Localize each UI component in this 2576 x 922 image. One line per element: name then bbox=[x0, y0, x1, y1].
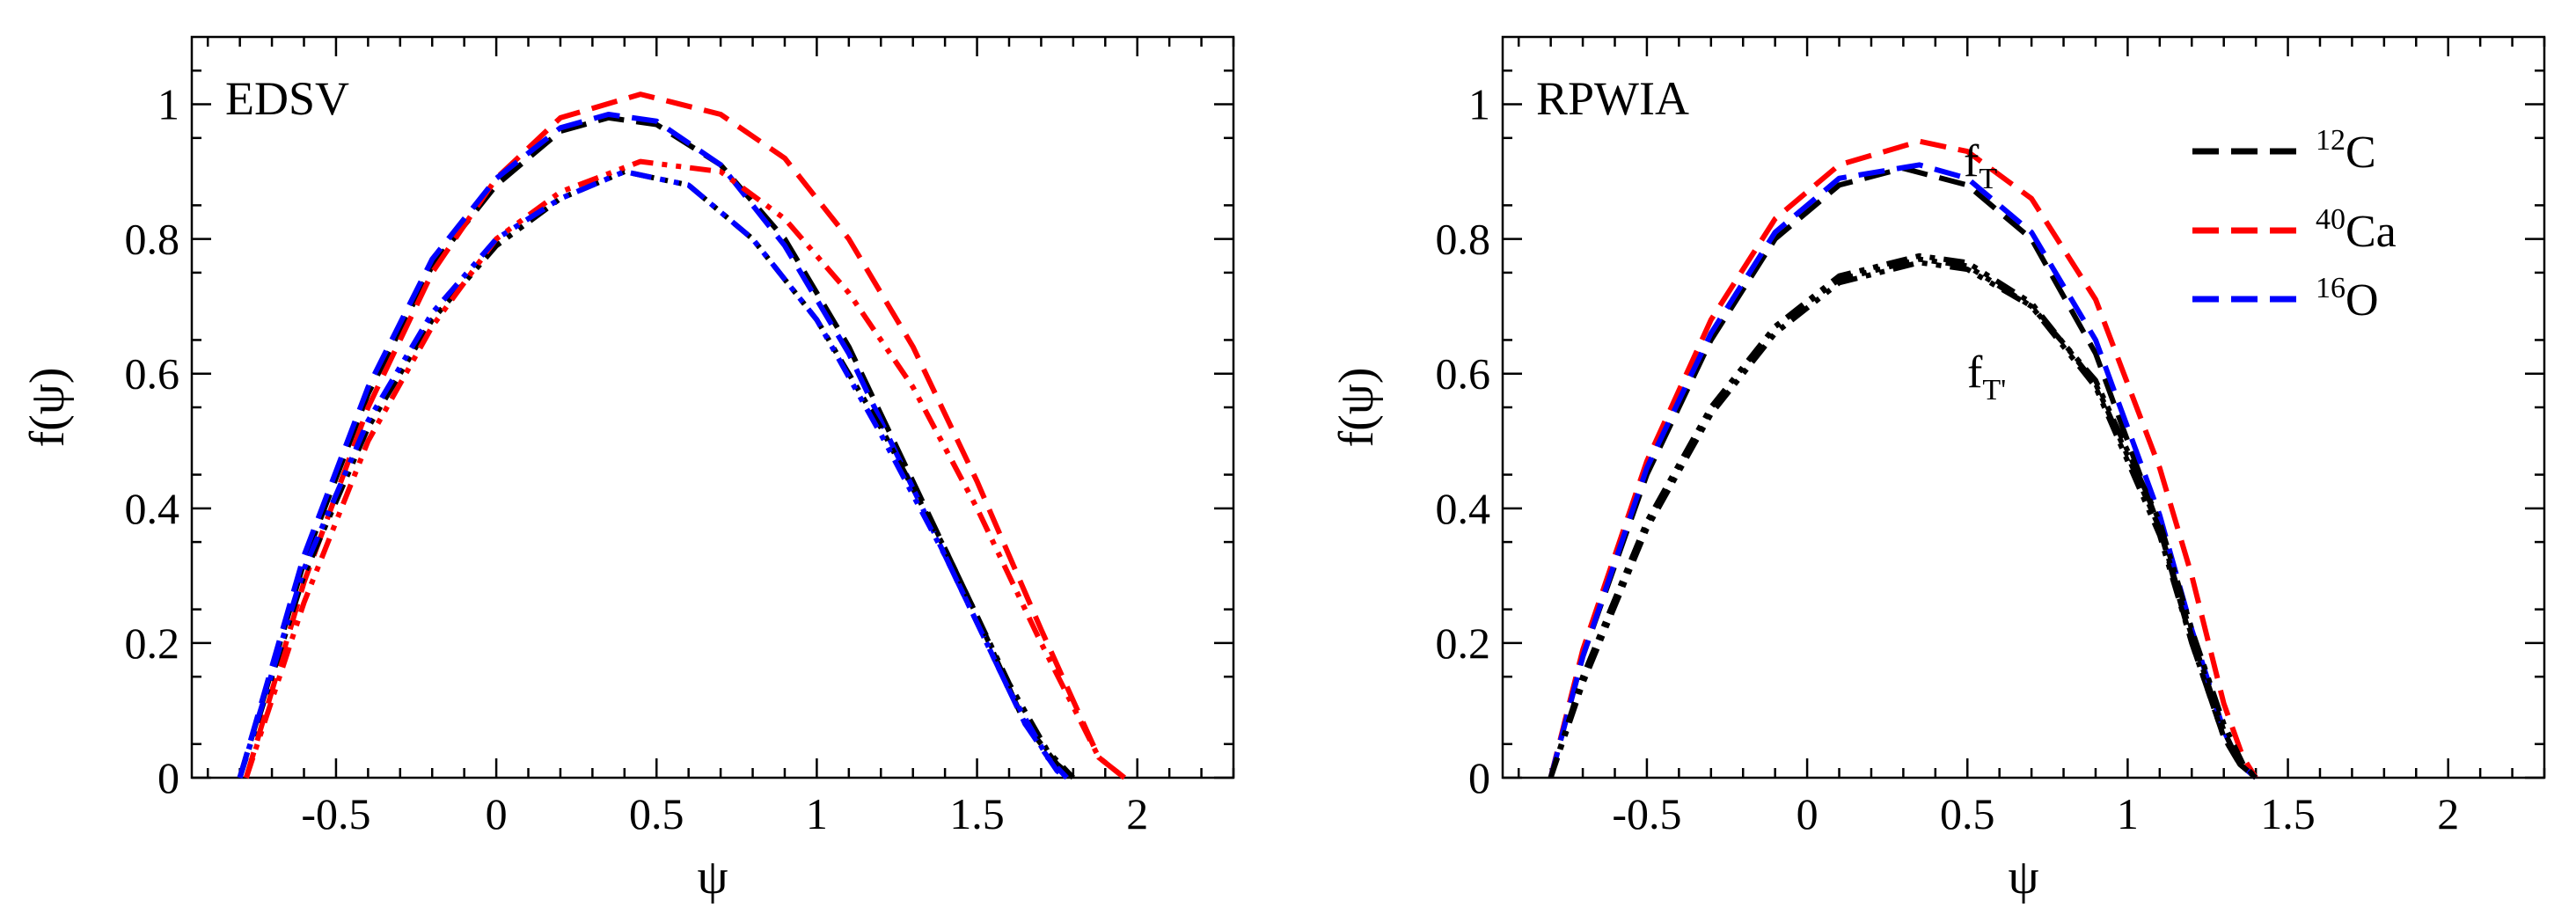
x-tick-labels: -0.5 0 0.5 1 1.5 2 bbox=[1612, 789, 2459, 838]
series-line-12c-f-t bbox=[1548, 165, 2258, 780]
series-group bbox=[237, 91, 1126, 780]
x-axis-label: ψ bbox=[697, 850, 728, 904]
x-tick-label: -0.5 bbox=[301, 789, 370, 838]
x-tick-label: 1 bbox=[2117, 789, 2139, 838]
legend-entry-12c: 12C bbox=[2192, 124, 2376, 178]
y-tick-label: 1 bbox=[157, 80, 179, 129]
series-line-16o-f-t bbox=[1548, 252, 2258, 780]
series-group bbox=[1548, 138, 2258, 780]
series-line-16o-f-t bbox=[1548, 162, 2258, 780]
series-line-12c-f-t bbox=[237, 169, 1075, 780]
series-line-40ca-f-t bbox=[244, 158, 1126, 780]
x-tick-label: 2 bbox=[2437, 789, 2459, 838]
x-tick-label: 1 bbox=[806, 789, 828, 838]
legend: 12C 40Ca 16O bbox=[2192, 124, 2397, 326]
y-tick-label: 0.6 bbox=[1436, 349, 1491, 399]
x-tick-label: 0.5 bbox=[629, 789, 684, 838]
y-tick-label: 0.2 bbox=[1436, 618, 1491, 668]
y-tick-label: 0.6 bbox=[125, 349, 180, 399]
x-tick-label: 0.5 bbox=[1940, 789, 1995, 838]
panel-title: RPWIA bbox=[1536, 72, 1689, 125]
axis-ticks bbox=[1503, 37, 2546, 779]
x-tick-label: 1.5 bbox=[2260, 789, 2316, 838]
legend-entry-16o: 16O bbox=[2192, 272, 2379, 326]
y-tick-label: 0.4 bbox=[125, 484, 180, 533]
x-tick-label: 0 bbox=[486, 789, 508, 838]
y-tick-label: 1 bbox=[1468, 80, 1490, 129]
y-tick-labels: 0 0.2 0.4 0.6 0.8 1 bbox=[125, 80, 180, 802]
series-line-40ca-f-t bbox=[1548, 138, 2258, 779]
y-tick-label: 0.8 bbox=[1436, 215, 1491, 264]
panel-rpwia: -0.5 0 0.5 1 1.5 2 0 0.2 0.4 0.6 0.8 1 RPWIA ψ f(ψ… bbox=[1329, 35, 2546, 904]
series-line-40ca-f-t bbox=[1548, 260, 2258, 780]
annotation-f-t: fT bbox=[1964, 136, 1997, 195]
x-tick-label: 1.5 bbox=[949, 789, 1005, 838]
y-tick-label: 0.2 bbox=[125, 618, 180, 668]
plot-frame bbox=[190, 35, 1235, 779]
series-line-16o-f-t bbox=[237, 169, 1069, 780]
annotation-f-t-prime: fT' bbox=[1967, 348, 2006, 406]
series-line-40ca-f-t bbox=[244, 91, 1126, 780]
y-axis-label: f(ψ) bbox=[20, 368, 75, 448]
x-tick-label: 0 bbox=[1797, 789, 1819, 838]
legend-label-16o: 16O bbox=[2316, 272, 2379, 326]
y-axis-label: f(ψ) bbox=[1329, 368, 1384, 448]
annotation-f-t-sub: T bbox=[1979, 163, 1997, 195]
legend-label-12c: 12C bbox=[2316, 124, 2376, 178]
annotation-f-t-prime-sub: T' bbox=[1982, 374, 2006, 406]
y-tick-labels: 0 0.2 0.4 0.6 0.8 1 bbox=[1436, 80, 1491, 802]
y-tick-label: 0.8 bbox=[125, 215, 180, 264]
annotation-f-t-main: f bbox=[1964, 136, 1980, 187]
axis-ticks bbox=[192, 37, 1235, 779]
x-tick-label: 2 bbox=[1126, 789, 1148, 838]
plot-frame bbox=[1501, 35, 2546, 779]
series-line-16o-f-t bbox=[237, 112, 1069, 780]
x-tick-labels: -0.5 0 0.5 1 1.5 2 bbox=[301, 789, 1148, 838]
x-axis-label: ψ bbox=[2008, 850, 2038, 904]
series-line-12c-f-t bbox=[1548, 256, 2258, 780]
y-tick-label: 0 bbox=[1468, 753, 1490, 802]
panel-title: EDSV bbox=[225, 72, 349, 125]
y-tick-label: 0 bbox=[157, 753, 179, 802]
y-tick-label: 0.4 bbox=[1436, 484, 1491, 533]
panel-edsv: -0.5 0 0.5 1 1.5 2 0 0.2 0.4 0.6 0.8 1 EDSV ψ f(ψ) bbox=[20, 35, 1235, 904]
legend-label-40ca: 40Ca bbox=[2316, 203, 2397, 257]
x-tick-label: -0.5 bbox=[1612, 789, 1681, 838]
legend-entry-40ca: 40Ca bbox=[2192, 203, 2397, 257]
annotation-f-t-prime-main: f bbox=[1967, 348, 1983, 398]
